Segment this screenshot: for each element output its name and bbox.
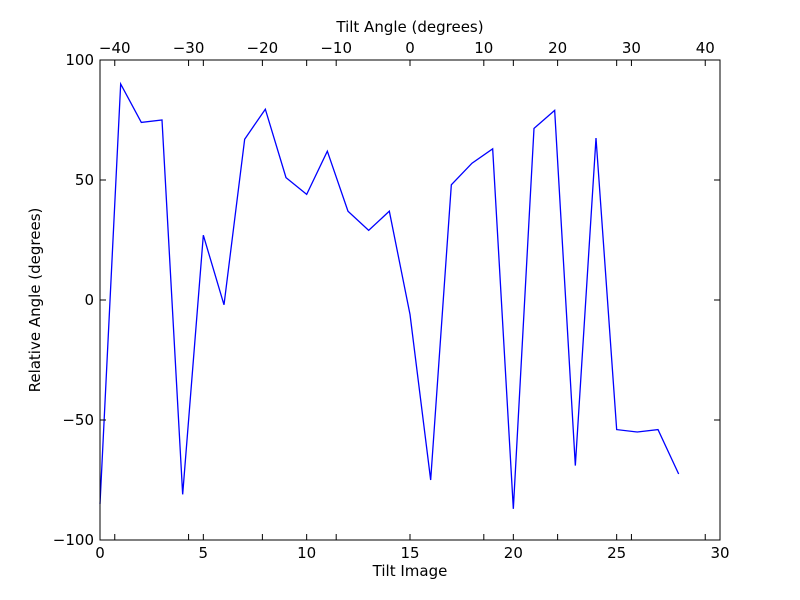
axis-ticks: 0 5 10 15 20 25 30−40 −30 −20 −10 0 10 20 30 40−100−50… <box>53 39 730 562</box>
x2-tick-label: −10 <box>320 39 352 57</box>
x-tick-label: 30 <box>710 544 729 562</box>
x-tick-label: 0 <box>95 544 105 562</box>
y-tick-label: −100 <box>53 531 94 549</box>
y-axis-title: Relative Angle (degrees) <box>26 208 44 393</box>
plot-area <box>100 60 720 540</box>
y-tick-label: −50 <box>62 411 94 429</box>
x-tick-label: 5 <box>199 544 209 562</box>
y-tick-label: 50 <box>75 171 94 189</box>
x2-tick-label: 40 <box>696 39 715 57</box>
series-line <box>99 81 680 509</box>
x-tick-label: 25 <box>607 544 626 562</box>
x-tick-label: 20 <box>504 544 523 562</box>
x-axis-title: Tilt Image <box>372 562 448 580</box>
x2-tick-label: 30 <box>622 39 641 57</box>
x2-axis-title: Tilt Angle (degrees) <box>335 18 483 36</box>
x2-tick-label: −40 <box>99 39 131 57</box>
x2-tick-label: 20 <box>548 39 567 57</box>
x2-tick-label: 10 <box>474 39 493 57</box>
y-tick-label: 100 <box>65 51 94 69</box>
x2-tick-label: −30 <box>173 39 205 57</box>
x-tick-label: 10 <box>297 544 316 562</box>
x-tick-label: 15 <box>400 544 419 562</box>
x2-tick-label: −20 <box>247 39 279 57</box>
plot-frame <box>99 59 721 541</box>
y-tick-label: 0 <box>84 291 94 309</box>
x2-tick-label: 0 <box>405 39 415 57</box>
